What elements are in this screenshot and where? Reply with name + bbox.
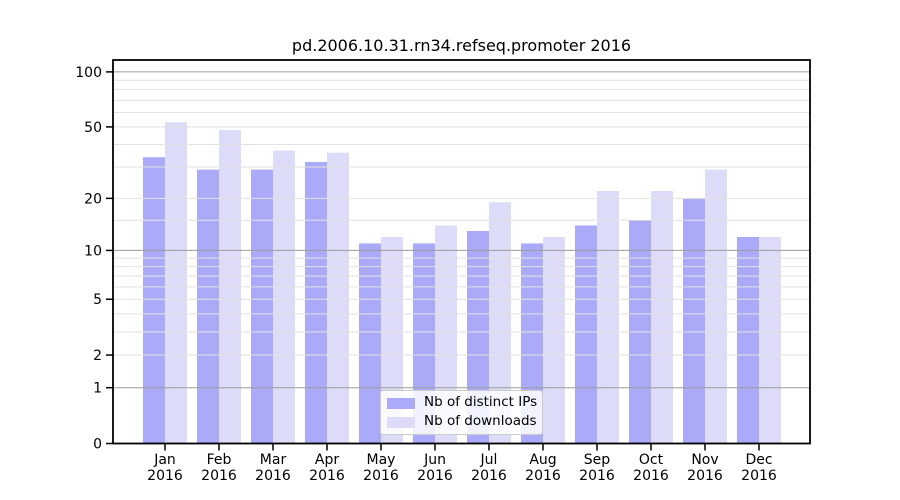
x-tick-label-month-jul: Jul — [480, 452, 498, 468]
bar-distinct-ips-may — [359, 243, 381, 444]
bar-distinct-ips-feb — [197, 169, 219, 444]
bar-distinct-ips-jan — [143, 157, 165, 444]
x-tick-label-month-feb: Feb — [207, 452, 232, 468]
legend-swatch-downloads — [387, 416, 415, 428]
y-tick-label-50: 50 — [84, 120, 102, 136]
x-tick-label-year-jan: 2016 — [147, 468, 183, 484]
x-tick-label-month-dec: Dec — [745, 452, 772, 468]
plot-frame — [112, 59, 811, 445]
bar-downloads-nov — [705, 169, 727, 444]
legend-label-distinct-ips: Nb of distinct IPs — [424, 394, 538, 411]
y-tick-label-0: 0 — [93, 437, 102, 453]
x-tick-label-month-jun: Jun — [423, 452, 446, 468]
x-tick-label-month-oct: Oct — [639, 452, 664, 468]
y-tick-label-20: 20 — [84, 191, 102, 207]
bar-downloads-mar — [273, 150, 295, 444]
bar-downloads-dec — [759, 236, 781, 444]
x-tick-label-year-mar: 2016 — [255, 468, 291, 484]
x-tick-label-year-sep: 2016 — [579, 468, 615, 484]
bar-downloads-aug — [543, 236, 565, 444]
legend-box: Nb of distinct IPs Nb of downloads — [380, 390, 543, 435]
y-tick-label-5: 5 — [93, 292, 102, 308]
bar-downloads-jun — [435, 225, 457, 444]
bar-distinct-ips-apr — [305, 161, 327, 444]
y-tick-label-100: 100 — [75, 65, 102, 81]
x-tick-label-year-may: 2016 — [363, 468, 399, 484]
x-tick-label-month-sep: Sep — [584, 452, 611, 468]
x-tick-label-month-jan: Jan — [153, 452, 176, 468]
bar-distinct-ips-sep — [575, 225, 597, 444]
bar-downloads-jan — [165, 122, 187, 444]
x-tick-label-month-aug: Aug — [529, 452, 556, 468]
bar-downloads-jul — [489, 202, 511, 444]
y-tick-label-1: 1 — [93, 381, 102, 397]
x-tick-label-month-mar: Mar — [260, 452, 287, 468]
y-tick-label-2: 2 — [93, 348, 102, 364]
bar-distinct-ips-mar — [251, 169, 273, 444]
legend-swatch-distinct-ips — [387, 397, 415, 409]
y-tick-label-10: 10 — [84, 243, 102, 259]
x-tick-label-year-oct: 2016 — [633, 468, 669, 484]
bar-distinct-ips-dec — [737, 236, 759, 444]
x-tick-label-year-feb: 2016 — [201, 468, 237, 484]
legend-entry-downloads: Nb of downloads — [387, 415, 542, 430]
x-tick-label-year-jun: 2016 — [417, 468, 453, 484]
bar-downloads-sep — [597, 191, 619, 444]
bar-downloads-apr — [327, 152, 349, 444]
legend-label-downloads: Nb of downloads — [424, 413, 537, 430]
legend-entry-distinct-ips: Nb of distinct IPs — [387, 396, 542, 411]
x-tick-label-month-nov: Nov — [691, 452, 718, 468]
x-tick-label-year-jul: 2016 — [471, 468, 507, 484]
x-tick-label-year-dec: 2016 — [741, 468, 777, 484]
x-tick-label-year-aug: 2016 — [525, 468, 561, 484]
x-tick-label-year-nov: 2016 — [687, 468, 723, 484]
x-tick-label-year-apr: 2016 — [309, 468, 345, 484]
bar-downloads-oct — [651, 191, 673, 444]
x-tick-label-month-apr: Apr — [315, 452, 339, 468]
x-tick-label-month-may: May — [367, 452, 396, 468]
chart-title: pd.2006.10.31.rn34.refseq.promoter 2016 — [291, 36, 632, 55]
bar-distinct-ips-nov — [683, 198, 705, 444]
